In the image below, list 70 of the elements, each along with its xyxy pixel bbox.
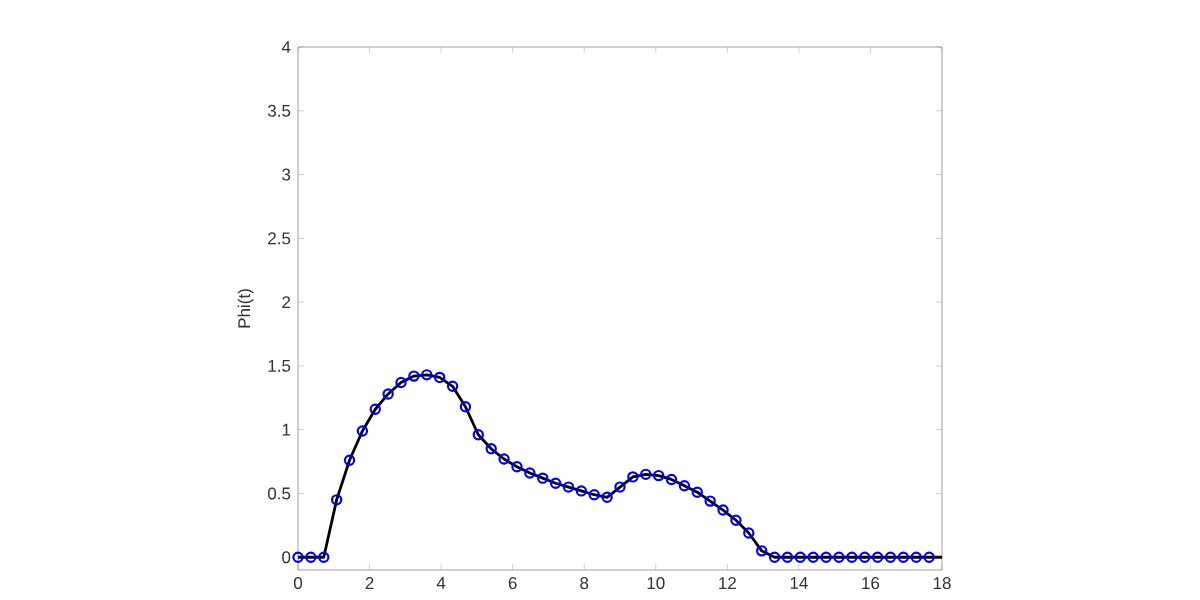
point <box>665 473 678 486</box>
point <box>897 551 910 563</box>
point <box>820 551 832 563</box>
point <box>485 443 497 455</box>
point <box>794 551 807 563</box>
y-tick-label: 2.5 <box>268 232 291 245</box>
x-tick-label: 12 <box>719 577 736 589</box>
point <box>833 551 845 563</box>
point <box>588 489 600 501</box>
point <box>356 425 369 437</box>
y-tick-label: 3 <box>282 168 291 181</box>
point <box>704 495 716 507</box>
point <box>562 481 575 493</box>
point <box>652 469 665 482</box>
point <box>537 472 549 484</box>
y-tick-label: 4 <box>281 41 291 53</box>
point <box>446 380 459 393</box>
point <box>408 370 420 382</box>
y-axis-title: Phi(t) <box>237 289 254 328</box>
point <box>627 471 639 483</box>
x-tick-label: 8 <box>580 577 589 590</box>
y-tick-label: 1.5 <box>268 359 291 372</box>
point <box>498 453 510 465</box>
point <box>305 551 317 563</box>
x-tick-label: 0 <box>293 577 303 590</box>
point <box>382 388 394 400</box>
point <box>601 491 613 503</box>
point <box>549 477 562 489</box>
point <box>421 369 433 381</box>
point <box>433 371 446 384</box>
point <box>910 551 922 563</box>
point <box>459 401 472 413</box>
point <box>318 551 330 563</box>
point <box>524 467 536 479</box>
point <box>781 551 794 563</box>
point <box>691 486 703 498</box>
point <box>678 480 691 492</box>
point <box>717 504 729 516</box>
point <box>343 454 356 466</box>
point <box>807 551 819 563</box>
point <box>330 494 343 506</box>
y-tick-label: 1 <box>282 423 291 436</box>
point <box>755 545 768 557</box>
point <box>575 485 588 497</box>
point <box>884 551 897 563</box>
y-tick-label: 3.5 <box>267 104 291 117</box>
y-tick-label: 0 <box>282 551 291 564</box>
point <box>730 514 742 526</box>
x-tick-label: 18 <box>933 577 951 590</box>
point <box>743 527 755 539</box>
x-tick-label: 16 <box>862 577 880 590</box>
point <box>640 468 652 481</box>
point <box>846 551 858 563</box>
point <box>472 429 485 441</box>
point <box>395 376 407 389</box>
x-tick-label: 6 <box>508 577 517 590</box>
x-tick-label: 2 <box>365 577 374 589</box>
x-tick-label: 4 <box>436 577 446 589</box>
x-tick-label: 10 <box>647 577 665 590</box>
y-tick-label: 0.5 <box>267 487 291 500</box>
point <box>369 403 381 415</box>
point <box>923 551 935 563</box>
point <box>859 551 871 563</box>
x-tick-label: 14 <box>790 577 808 589</box>
point <box>511 460 523 473</box>
y-tick-label: 2 <box>282 296 291 309</box>
point <box>614 481 626 493</box>
point <box>768 551 781 563</box>
point <box>871 551 884 563</box>
point <box>292 551 304 563</box>
